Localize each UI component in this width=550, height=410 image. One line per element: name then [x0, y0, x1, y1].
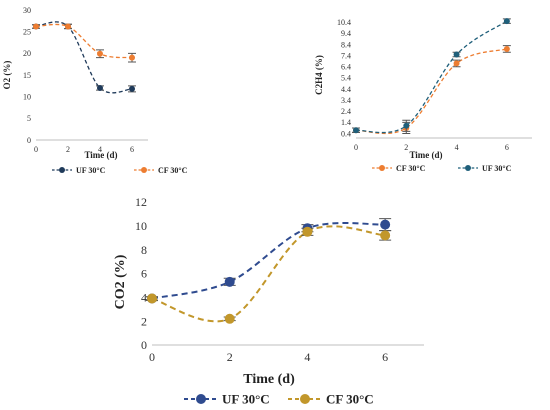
co2-data-point [380, 219, 391, 230]
o2-series-1 [32, 23, 136, 63]
c2h4-y-tick-label: 1.4 [341, 118, 351, 127]
co2-y-axis-label: CO2 (%) [113, 254, 128, 309]
o2-legend-label: UF 30°C [76, 166, 106, 175]
co2-legend-label: CF 30°C [326, 392, 374, 407]
c2h4-x-tick-label: 2 [404, 143, 408, 152]
co2-series-line [151, 221, 386, 300]
o2-x-tick-label: 4 [98, 145, 102, 154]
c2h4-x-tick-label: 4 [455, 143, 459, 152]
o2-y-tick-label: 10 [23, 92, 31, 101]
c2h4-y-ticks: 0.4 1.4 2.4 3.4 4.4 5.4 6.4 7.4 8.4 9.4 10.4 [337, 18, 351, 138]
o2-data-point [97, 85, 103, 91]
o2-plot: 0 5 10 15 20 25 30 0 2 4 6 O2 (%) Time (d) UF 30°… [2, 6, 188, 175]
c2h4-y-tick-label: 7.4 [341, 51, 351, 60]
o2-x-tick-label: 6 [130, 145, 134, 154]
co2-y-tick-label: 8 [141, 243, 147, 257]
o2-series-0 [32, 21, 136, 94]
o2-series-line [35, 21, 133, 94]
co2-y-tick-label: 10 [135, 219, 147, 233]
c2h4-legend-label: CF 30°C [396, 164, 426, 173]
c2h4-series-line [355, 48, 508, 135]
co2-x-tick-label: 0 [149, 350, 155, 364]
c2h4-data-point [503, 45, 510, 52]
o2-data-point [33, 23, 39, 30]
c2h4-y-axis-label: C2H4 (%) [314, 55, 324, 95]
co2-data-point [224, 313, 235, 324]
c2h4-legend-item: UF 30°C [458, 164, 512, 173]
c2h4-legend-item: CF 30°C [372, 164, 426, 173]
c2h4-data-point [403, 122, 410, 129]
o2-x-tick-label: 2 [66, 145, 70, 154]
c2h4-series-0 [352, 45, 511, 135]
c2h4-legend: CF 30°C UF 30°C [372, 164, 512, 173]
co2-x-tick-label: 6 [382, 350, 388, 364]
c2h4-y-tick-label: 2.4 [341, 107, 351, 116]
co2-data-point [224, 276, 235, 287]
c2h4-legend-label: UF 30°C [482, 164, 512, 173]
o2-legend-item: CF 30°C [134, 166, 188, 175]
c2h4-data-point [453, 60, 460, 67]
co2-series-line [151, 225, 386, 323]
co2-plot: 0 2 4 6 8 10 12 0 2 4 6 CO2 (%) Time (d) UF 30°C C… [113, 195, 424, 407]
o2-y-axis-label: O2 (%) [2, 61, 12, 90]
c2h4-x-tick-label: 6 [505, 143, 509, 152]
o2-data-point [129, 54, 135, 61]
c2h4-data-point [353, 127, 359, 134]
co2-legend: UF 30°C CF 30°C [184, 392, 374, 407]
c2h4-data-point [453, 51, 460, 58]
o2-legend-item: UF 30°C [52, 166, 106, 175]
co2-data-point [380, 230, 391, 241]
co2-y-tick-label: 4 [141, 291, 147, 305]
c2h4-y-tick-label: 10.4 [337, 18, 351, 27]
co2-legend-label: UF 30°C [222, 392, 270, 407]
co2-y-tick-label: 12 [135, 195, 147, 209]
o2-y-ticks: 0 5 10 15 20 25 30 [23, 6, 31, 145]
c2h4-x-ticks: 0 2 4 6 [354, 143, 509, 152]
c2h4-y-tick-label: 6.4 [341, 63, 351, 72]
co2-series-1 [146, 225, 392, 324]
o2-x-axis-label: Time (d) [84, 150, 117, 160]
o2-legend-label: CF 30°C [158, 166, 188, 175]
co2-series-0 [146, 218, 392, 304]
o2-x-ticks: 0 2 4 6 [34, 145, 134, 154]
co2-data-point [302, 226, 313, 237]
c2h4-y-tick-label: 0.4 [341, 129, 351, 138]
o2-y-tick-label: 30 [23, 6, 31, 15]
co2-x-tick-label: 4 [304, 350, 310, 364]
c2h4-x-axis-label: Time (d) [409, 150, 442, 160]
o2-x-tick-label: 0 [34, 145, 38, 154]
co2-y-tick-label: 6 [141, 267, 147, 281]
o2-y-tick-label: 25 [23, 27, 31, 36]
c2h4-y-tick-label: 8.4 [341, 40, 351, 49]
c2h4-x-tick-label: 0 [354, 143, 358, 152]
co2-x-tick-label: 2 [227, 350, 233, 364]
c2h4-series-1 [352, 18, 511, 134]
co2-y-tick-label: 0 [141, 338, 147, 352]
o2-legend: UF 30°C CF 30°C [52, 166, 188, 175]
c2h4-series-line [355, 20, 508, 134]
co2-y-tick-label: 2 [141, 314, 147, 328]
o2-data-point [97, 50, 103, 57]
c2h4-y-tick-label: 9.4 [341, 29, 351, 38]
co2-data-point [147, 293, 157, 304]
co2-x-axis-label: Time (d) [243, 372, 295, 387]
o2-y-tick-label: 5 [27, 114, 31, 123]
o2-data-point [65, 23, 71, 30]
o2-y-tick-label: 0 [27, 136, 31, 145]
co2-legend-item: CF 30°C [288, 392, 374, 407]
co2-x-ticks: 0 2 4 6 [149, 350, 388, 364]
o2-data-point [129, 85, 135, 92]
o2-y-tick-label: 20 [23, 49, 31, 58]
c2h4-y-tick-label: 4.4 [341, 85, 351, 94]
c2h4-data-point [503, 18, 510, 25]
o2-y-tick-label: 15 [23, 71, 31, 80]
o2-series-line [35, 23, 133, 59]
c2h4-y-tick-label: 3.4 [341, 96, 351, 105]
co2-legend-item: UF 30°C [184, 392, 270, 407]
co2-y-ticks: 0 2 4 6 8 10 12 [135, 195, 147, 352]
c2h4-y-tick-label: 5.4 [341, 74, 351, 83]
